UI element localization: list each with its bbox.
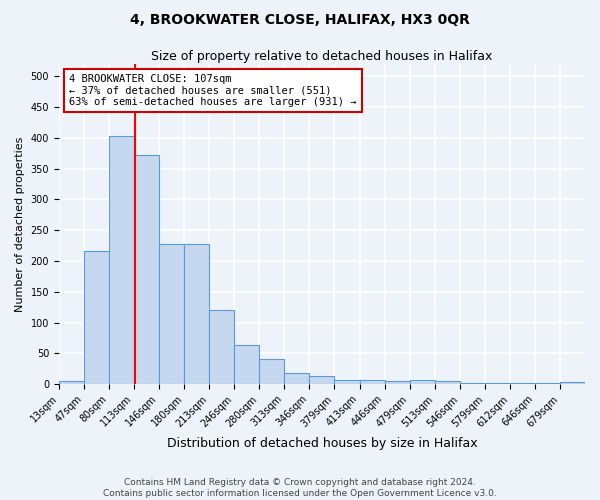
Bar — [134, 155, 159, 384]
Text: 4, BROOKWATER CLOSE, HALIFAX, HX3 0QR: 4, BROOKWATER CLOSE, HALIFAX, HX3 0QR — [130, 12, 470, 26]
Bar — [109, 136, 134, 384]
Bar — [259, 360, 284, 384]
Y-axis label: Number of detached properties: Number of detached properties — [15, 136, 25, 312]
Title: Size of property relative to detached houses in Halifax: Size of property relative to detached ho… — [151, 50, 493, 63]
Bar — [434, 381, 460, 384]
Bar — [410, 380, 434, 384]
X-axis label: Distribution of detached houses by size in Halifax: Distribution of detached houses by size … — [167, 437, 477, 450]
Bar — [284, 373, 310, 384]
Bar — [59, 381, 84, 384]
Bar — [209, 310, 234, 384]
Text: Contains HM Land Registry data © Crown copyright and database right 2024.
Contai: Contains HM Land Registry data © Crown c… — [103, 478, 497, 498]
Text: 4 BROOKWATER CLOSE: 107sqm
← 37% of detached houses are smaller (551)
63% of sem: 4 BROOKWATER CLOSE: 107sqm ← 37% of deta… — [70, 74, 357, 107]
Bar — [159, 244, 184, 384]
Bar — [84, 251, 109, 384]
Bar — [234, 344, 259, 384]
Bar — [184, 244, 209, 384]
Bar — [385, 381, 410, 384]
Bar — [310, 376, 334, 384]
Bar — [535, 383, 560, 384]
Bar — [359, 380, 385, 384]
Bar — [560, 382, 585, 384]
Bar — [334, 380, 359, 384]
